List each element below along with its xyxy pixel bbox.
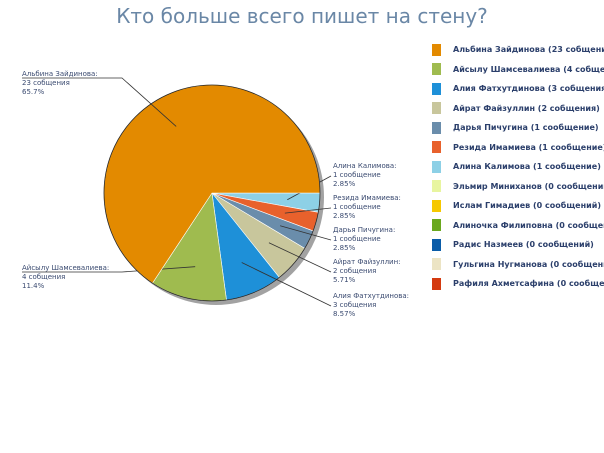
legend-swatch — [432, 199, 441, 212]
legend-label: Гульгина Нугманова (0 сообщений) — [453, 259, 604, 269]
slice-label: Дарья Пичугина: — [333, 226, 395, 234]
legend-item: Алия Фатхутдинова (3 собщения) — [432, 79, 604, 99]
legend-label: Резида Имамиева (1 сообщение) — [453, 142, 604, 152]
slice-label: 8.57% — [333, 310, 356, 318]
legend-swatch — [432, 258, 441, 271]
legend-swatch — [432, 180, 441, 193]
legend: Альбина Зайдинова (23 собщения) Айсылу Ша… — [432, 40, 604, 294]
label-leader-line — [268, 242, 332, 273]
slice-label: 5.71% — [333, 276, 356, 284]
slice-label: 2.85% — [333, 244, 356, 252]
label-leader-line — [284, 207, 332, 214]
slice-label: 2.85% — [333, 212, 356, 220]
legend-label: Алина Калимова (1 сообщение) — [453, 162, 601, 172]
label-leader-line — [22, 77, 177, 127]
legend-item: Ислам Гимадиев (0 сообщений) — [432, 196, 604, 216]
legend-item: Радис Назмеев (0 сообщений) — [432, 235, 604, 255]
legend-item: Эльмир Миниханов (0 сообщений) — [432, 177, 604, 197]
pie-outline — [103, 84, 321, 302]
legend-label: Айсылу Шамсевалиева (4 собщения) — [453, 64, 604, 74]
legend-swatch — [432, 63, 441, 76]
legend-swatch — [432, 102, 441, 115]
legend-label: Алиночка Филиповна (0 сообщений) — [453, 220, 604, 230]
slice-label: 65.7% — [22, 88, 45, 96]
legend-label: Радис Назмеев (0 сообщений) — [453, 240, 594, 250]
legend-label: Ислам Гимадиев (0 сообщений) — [453, 201, 601, 211]
slice-label: Альбина Зайдинова: — [22, 70, 98, 78]
slice-label: 11.4% — [22, 282, 45, 290]
legend-label: Эльмир Миниханов (0 сообщений) — [453, 181, 604, 191]
slice-label: Айрат Файзуллин: — [333, 258, 401, 266]
legend-item: Алина Калимова (1 сообщение) — [432, 157, 604, 177]
legend-label: Дарья Пичугина (1 сообщение) — [453, 123, 599, 133]
legend-swatch — [432, 121, 441, 134]
slice-label: 2.85% — [333, 180, 356, 188]
slice-label: 2 собщения — [333, 267, 376, 275]
legend-swatch — [432, 82, 441, 95]
legend-item: Рафиля Ахметсафина (0 сообщений) — [432, 274, 604, 294]
label-leader-line — [280, 225, 332, 241]
legend-swatch — [432, 219, 441, 232]
slice-label: 23 собщения — [22, 79, 70, 87]
legend-swatch — [432, 277, 441, 290]
legend-item: Резида Имамиева (1 сообщение) — [432, 138, 604, 158]
legend-label: Айрат Файзуллин (2 собщения) — [453, 103, 600, 113]
legend-item: Айсылу Шамсевалиева (4 собщения) — [432, 60, 604, 80]
chart-title: Кто больше всего пишет на стену? — [116, 4, 488, 28]
slice-label: Айсылу Шамсевалиева: — [22, 264, 109, 272]
legend-swatch — [432, 141, 441, 154]
legend-label: Альбина Зайдинова (23 собщения) — [453, 45, 604, 55]
slice-label: 1 сообщение — [333, 235, 381, 243]
slice-label: 4 собщения — [22, 273, 65, 281]
legend-swatch — [432, 238, 441, 251]
slice-label: 1 сообщение — [333, 203, 381, 211]
legend-item: Алиночка Филиповна (0 сообщений) — [432, 216, 604, 236]
legend-item: Гульгина Нугманова (0 сообщений) — [432, 255, 604, 275]
legend-swatch — [432, 43, 441, 56]
legend-label: Рафиля Ахметсафина (0 сообщений) — [453, 279, 604, 289]
slice-label: Алия Фатхутдинова: — [333, 292, 409, 300]
legend-item: Айрат Файзуллин (2 собщения) — [432, 99, 604, 119]
legend-swatch — [432, 160, 441, 173]
slice-label: Алина Калимова: — [333, 162, 397, 170]
slice-label: 3 собщения — [333, 301, 376, 309]
label-leader-line — [22, 266, 196, 273]
slice-label: Резида Имамиева: — [333, 194, 401, 202]
label-leader-line — [241, 262, 332, 307]
legend-item: Альбина Зайдинова (23 собщения) — [432, 40, 604, 60]
legend-label: Алия Фатхутдинова (3 собщения) — [453, 84, 604, 94]
legend-item: Дарья Пичугина (1 сообщение) — [432, 118, 604, 138]
slice-label: 1 сообщение — [333, 171, 381, 179]
